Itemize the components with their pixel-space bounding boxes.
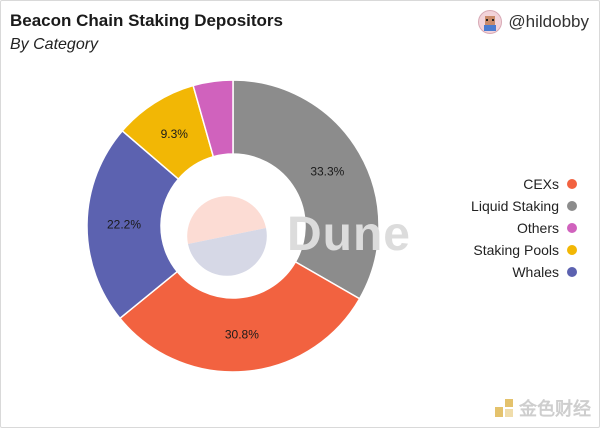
legend-item[interactable]: Others	[377, 217, 577, 239]
avatar-icon	[478, 10, 503, 34]
author-badge[interactable]: @hildobby	[478, 9, 589, 35]
slice-cexs[interactable]	[118, 260, 361, 373]
legend-swatch	[567, 223, 577, 233]
jinse-logo-icon	[495, 399, 513, 417]
legend-label: Staking Pools	[473, 242, 559, 258]
jinse-watermark: 金色财经	[493, 395, 591, 421]
legend-item[interactable]: Liquid Staking	[377, 195, 577, 217]
legend-label: Liquid Staking	[471, 198, 559, 214]
legend-item[interactable]: Whales	[377, 261, 577, 283]
chart-title: Beacon Chain Staking Depositors	[10, 11, 283, 30]
slice-label-staking-pools: 9.3%	[161, 127, 189, 141]
slice-others[interactable]	[192, 79, 234, 158]
slice-whales[interactable]	[86, 129, 180, 320]
author-handle[interactable]: @hildobby	[508, 12, 589, 31]
slice-label-liquid-staking: 33.3%	[310, 164, 344, 178]
chart-subtitle: By Category	[10, 36, 99, 53]
chart-legend: CEXs Liquid Staking Others Staking Pools Wha…	[377, 173, 577, 283]
donut-chart: 33.3% 30.8% 22.2% 9.3%	[86, 79, 380, 373]
legend-swatch	[567, 267, 577, 277]
legend-item[interactable]: Staking Pools	[377, 239, 577, 261]
dune-emblem-icon	[187, 196, 267, 276]
legend-label: Others	[516, 220, 559, 236]
jinse-brand-text: 金色财经	[519, 399, 591, 419]
legend-item[interactable]: CEXs	[377, 173, 577, 195]
slice-label-whales: 22.2%	[107, 218, 141, 232]
legend-label: CEXs	[523, 176, 559, 192]
slice-label-cexs: 30.8%	[225, 328, 259, 342]
legend-swatch	[567, 245, 577, 255]
legend-swatch	[567, 201, 577, 211]
legend-label: Whales	[512, 264, 559, 280]
dune-watermark: Dune	[287, 208, 411, 261]
legend-swatch	[567, 179, 577, 189]
slice-liquid-staking[interactable]	[232, 79, 380, 300]
